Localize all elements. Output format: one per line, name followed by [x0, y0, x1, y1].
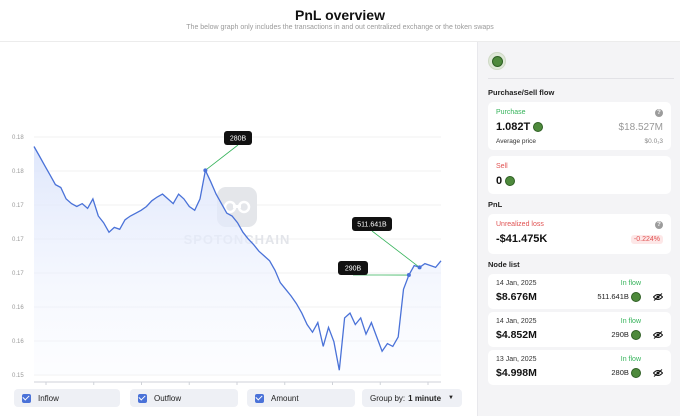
purchase-value: 1.082T	[496, 121, 531, 133]
y-tick-label: 0.17	[12, 237, 24, 243]
annotation-label: 511.641B	[357, 222, 387, 229]
node-value: $4.998M	[496, 367, 537, 379]
node-date: 13 Jan, 2025	[496, 356, 537, 363]
token-icon	[631, 330, 641, 341]
sell-value-row: 0	[496, 175, 516, 187]
purchase-card: Purchase ? 1.082T $18.527M Average price…	[488, 102, 671, 150]
avg-price-label: Average price	[496, 138, 536, 145]
token-avatar	[488, 52, 506, 70]
pnl-help-icon[interactable]: ?	[655, 221, 663, 229]
group-by-value: 1 minute	[408, 393, 442, 403]
annotation-connector	[205, 144, 239, 171]
purchase-value-row: 1.082T	[496, 121, 544, 133]
sell-value: 0	[496, 175, 503, 187]
y-tick-label: 0.17	[12, 203, 24, 209]
inflow-label: Inflow	[38, 393, 59, 403]
node-flow: In flow	[620, 280, 641, 287]
avg-price-value: $0.0₁3	[644, 138, 663, 145]
annotation-label: 280B	[230, 136, 247, 143]
node-flow: In flow	[620, 318, 641, 325]
series-line	[33, 146, 442, 371]
group-by-label: Group by:	[370, 393, 406, 403]
annotation-box	[352, 217, 392, 231]
node-value: $8.676M	[496, 291, 537, 303]
node-amount-row: 511.641B	[597, 292, 641, 303]
pnl-card: Unrealized loss ? -$41.475K -0.224%	[488, 214, 671, 254]
annotation-box	[338, 261, 368, 275]
group-by-select[interactable]: Group by: 1 minute ▼	[362, 389, 462, 407]
annotation-box	[224, 131, 252, 145]
page-subtitle: The below graph only includes the transa…	[186, 24, 494, 31]
token-icon	[631, 292, 641, 303]
node-list-title: Node list	[488, 260, 520, 269]
purchase-label: Purchase	[496, 109, 526, 116]
chevron-down-icon: ▼	[448, 395, 454, 401]
node-list-item[interactable]: 14 Jan, 2025 $8.676M In flow 511.641B	[488, 274, 671, 309]
sell-card: Sell 0	[488, 156, 671, 194]
amount-checkbox[interactable]	[255, 393, 264, 403]
unrealized-label: Unrealized loss	[496, 221, 544, 228]
node-value: $4.852M	[496, 329, 537, 341]
amount-label: Amount	[271, 393, 299, 403]
annotation-connector	[371, 230, 420, 268]
node-flow: In flow	[620, 356, 641, 363]
y-tick-label: 0.18	[12, 135, 24, 141]
outflow-checkbox[interactable]	[138, 393, 147, 403]
node-date: 14 Jan, 2025	[496, 318, 537, 325]
inflow-toggle[interactable]: Inflow	[14, 389, 120, 407]
node-list-item[interactable]: 13 Jan, 2025 $4.998M In flow 280B	[488, 350, 671, 385]
y-tick-label: 0.18	[12, 169, 24, 175]
token-icon	[631, 368, 641, 379]
page-title: PnL overview	[294, 7, 385, 23]
amount-toggle[interactable]: Amount	[247, 389, 355, 407]
series-area	[34, 146, 441, 375]
annotation-point[interactable]	[417, 265, 422, 270]
purchase-sell-title: Purchase/Sell flow	[488, 88, 555, 97]
outflow-label: Outflow	[154, 393, 182, 403]
header-divider	[0, 41, 680, 42]
node-amount-row: 290B	[611, 330, 641, 341]
node-amount: 290B	[611, 330, 629, 339]
node-amount: 511.641B	[597, 292, 629, 301]
y-tick-label: 0.16	[12, 305, 24, 311]
token-icon	[492, 56, 503, 67]
node-amount-row: 280B	[611, 368, 641, 379]
outflow-toggle[interactable]: Outflow	[130, 389, 238, 407]
eye-off-icon[interactable]	[652, 288, 664, 301]
purchase-usd: $18.527M	[618, 122, 663, 133]
sell-label: Sell	[496, 163, 508, 170]
annotation-point[interactable]	[406, 273, 411, 278]
y-tick-label: 0.17	[12, 271, 24, 277]
y-tick-label: 0.16	[12, 339, 24, 345]
purchase-help-icon[interactable]: ?	[655, 109, 663, 117]
eye-off-icon[interactable]	[652, 326, 664, 339]
eye-off-icon[interactable]	[652, 364, 664, 377]
token-icon	[505, 176, 516, 187]
unrealized-pct-badge: -0.224%	[630, 235, 663, 244]
node-list-item[interactable]: 14 Jan, 2025 $4.852M In flow 290B	[488, 312, 671, 347]
right-panel: Purchase/Sell flow Purchase ? 1.082T $18…	[477, 42, 680, 416]
page-header: PnL overview The below graph only includ…	[0, 0, 680, 42]
inflow-checkbox[interactable]	[22, 393, 31, 403]
pnl-title: PnL	[488, 200, 503, 209]
annotation-label: 290B	[345, 266, 362, 273]
chart-controls: Inflow Outflow Amount Group by: 1 minute…	[0, 386, 476, 408]
annotation-point[interactable]	[203, 168, 208, 173]
panel-divider	[488, 78, 674, 79]
token-icon	[533, 122, 544, 133]
pnl-chart: 0.180.180.170.170.170.160.160.15 Jan 120…	[12, 131, 442, 385]
node-amount: 280B	[611, 368, 629, 377]
unrealized-value: -$41.475K	[496, 233, 548, 245]
chart-area: 0.180.180.170.170.170.160.160.15 Jan 120…	[0, 42, 476, 416]
y-tick-label: 0.15	[12, 373, 24, 379]
node-date: 14 Jan, 2025	[496, 280, 537, 287]
